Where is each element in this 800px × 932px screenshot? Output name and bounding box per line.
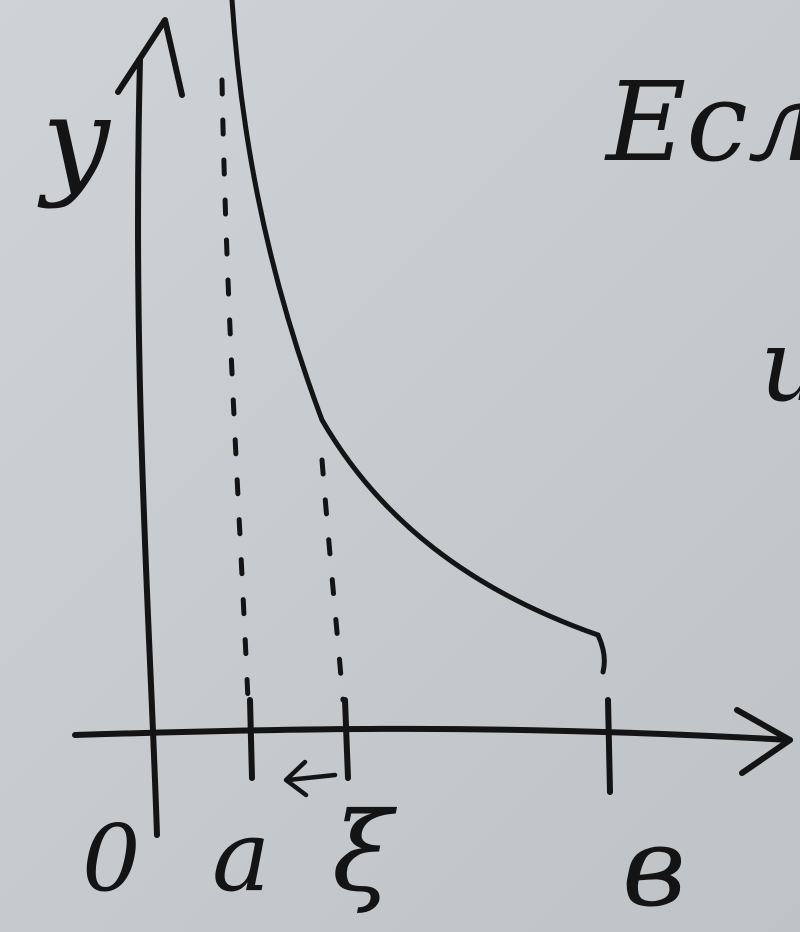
b-label: в (622, 803, 686, 931)
x-axis-line (72, 725, 793, 743)
y-axis-label: y (37, 72, 112, 211)
curve-end-tick (595, 632, 607, 675)
side-text-middle: и (760, 307, 800, 424)
dashed-line-a (219, 77, 251, 703)
dashed-line-xi (319, 457, 346, 703)
y-axis-line (134, 57, 160, 838)
a-label: a (212, 800, 270, 914)
x-axis-arrowhead (734, 707, 793, 776)
y-axis-arrowhead (115, 17, 185, 98)
tick-xi (342, 697, 351, 781)
origin-label: 0 (82, 805, 141, 912)
tick-a (247, 697, 255, 781)
side-text-top: Есл (604, 58, 800, 186)
xi-label: ξ (332, 788, 398, 916)
tick-b (605, 697, 613, 795)
xi-toward-a-arrow (283, 759, 338, 798)
function-curve (229, 0, 601, 638)
